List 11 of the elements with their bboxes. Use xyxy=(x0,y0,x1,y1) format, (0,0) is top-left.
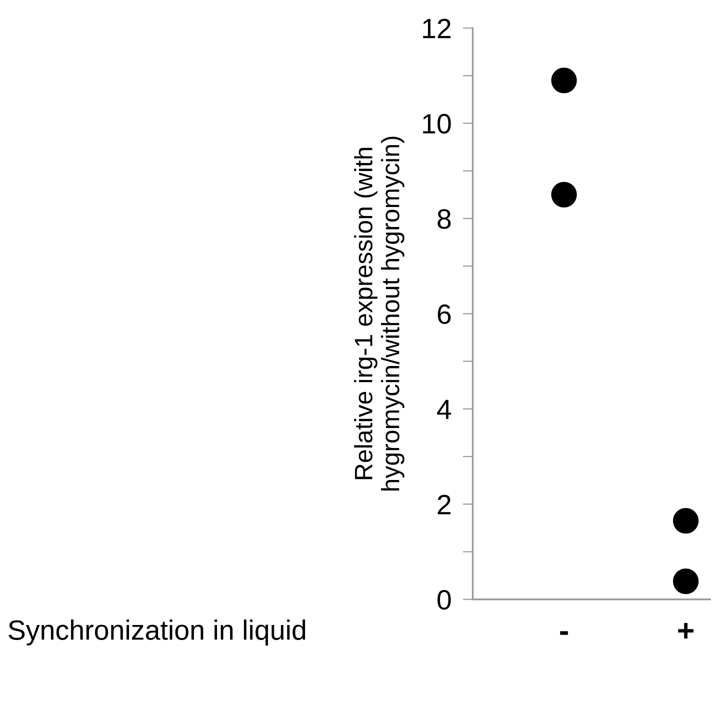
y-axis-title: Relative irg-1 expression (with hygromycin/without hygromycin) xyxy=(354,136,404,490)
x-axis-title: Synchronization in liquid xyxy=(8,620,306,646)
y-tick-label: 0 xyxy=(438,590,451,610)
y-tick-label: 10 xyxy=(423,114,451,134)
y-tick-label: 12 xyxy=(423,18,450,38)
y-tick-label: 2 xyxy=(438,494,450,514)
y-tick-label: 4 xyxy=(437,400,452,419)
x-tick-label: - xyxy=(560,631,568,635)
y-tick-label: 8 xyxy=(438,209,451,229)
x-tick-label: + xyxy=(678,623,694,639)
y-tick-label: 6 xyxy=(438,304,451,324)
